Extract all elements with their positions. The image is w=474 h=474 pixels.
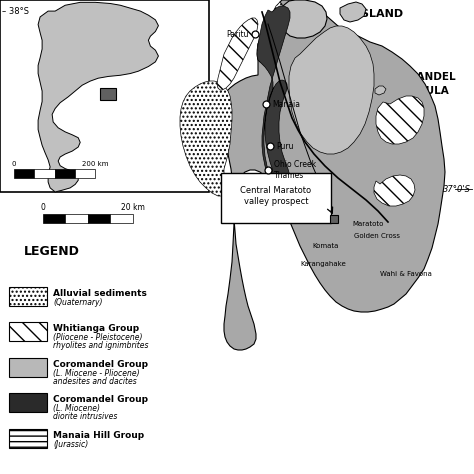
Bar <box>65 214 88 223</box>
Bar <box>43 214 65 223</box>
Text: Coromandel Group: Coromandel Group <box>54 360 148 369</box>
Text: andesites and dacites: andesites and dacites <box>54 377 137 386</box>
Text: Maratoto: Maratoto <box>352 221 383 227</box>
Text: (Jurassic): (Jurassic) <box>54 440 89 449</box>
Text: ISLAND: ISLAND <box>357 9 403 19</box>
Text: COROMANDEL
PENINSULA: COROMANDEL PENINSULA <box>374 73 456 96</box>
Text: (L. Miocene): (L. Miocene) <box>54 404 100 413</box>
Text: Manaia Hill Group: Manaia Hill Group <box>54 431 145 440</box>
Bar <box>0 0 209 192</box>
Text: Coromandel Group: Coromandel Group <box>54 395 148 404</box>
Text: 37°0'S: 37°0'S <box>443 184 471 193</box>
Text: rhyolites and ignimbrites: rhyolites and ignimbrites <box>54 341 149 350</box>
Polygon shape <box>257 2 283 62</box>
Bar <box>88 214 110 223</box>
Text: Alluvial sediments: Alluvial sediments <box>54 289 147 298</box>
Bar <box>55 169 74 178</box>
Text: Paritu: Paritu <box>227 29 249 38</box>
Text: LEGEND: LEGEND <box>24 246 80 258</box>
Text: Karangahake: Karangahake <box>300 261 346 267</box>
Text: (L. Miocene - Pliocene): (L. Miocene - Pliocene) <box>54 369 140 378</box>
Text: (Quaternary): (Quaternary) <box>54 298 103 307</box>
Polygon shape <box>180 81 232 196</box>
Text: (Pliocene - Pleistocene): (Pliocene - Pleistocene) <box>54 333 143 342</box>
Bar <box>74 169 95 178</box>
Text: Wahi & Favona: Wahi & Favona <box>380 271 432 277</box>
Bar <box>14 169 34 178</box>
Polygon shape <box>375 86 386 95</box>
Polygon shape <box>340 2 366 22</box>
Text: diorite intrusives: diorite intrusives <box>54 412 118 421</box>
Bar <box>9 358 47 377</box>
Bar <box>110 214 133 223</box>
Polygon shape <box>279 0 327 38</box>
Bar <box>9 393 47 412</box>
Text: Puru: Puru <box>276 142 293 151</box>
Text: 200 km: 200 km <box>82 161 108 167</box>
Polygon shape <box>376 96 424 144</box>
Polygon shape <box>289 26 374 154</box>
Bar <box>9 322 47 341</box>
Polygon shape <box>38 2 158 192</box>
Bar <box>9 429 47 448</box>
Text: Manaia: Manaia <box>272 100 300 109</box>
Polygon shape <box>220 0 445 350</box>
Bar <box>9 287 47 306</box>
Polygon shape <box>217 18 258 90</box>
Text: Whitianga Group: Whitianga Group <box>54 324 139 333</box>
FancyBboxPatch shape <box>221 173 331 223</box>
Text: 20 km: 20 km <box>121 203 145 212</box>
Text: 0: 0 <box>12 161 17 167</box>
Text: Central Maratoto
valley prospect: Central Maratoto valley prospect <box>240 186 311 206</box>
Text: Ohio Creek
Thames: Ohio Creek Thames <box>274 160 316 180</box>
Text: Komata: Komata <box>312 243 338 249</box>
Text: 0: 0 <box>40 203 45 212</box>
Bar <box>34 169 55 178</box>
Bar <box>100 88 116 100</box>
Text: – 38°S: – 38°S <box>2 8 29 16</box>
Polygon shape <box>257 6 290 191</box>
Polygon shape <box>374 175 415 206</box>
Text: Golden Cross: Golden Cross <box>354 233 400 239</box>
